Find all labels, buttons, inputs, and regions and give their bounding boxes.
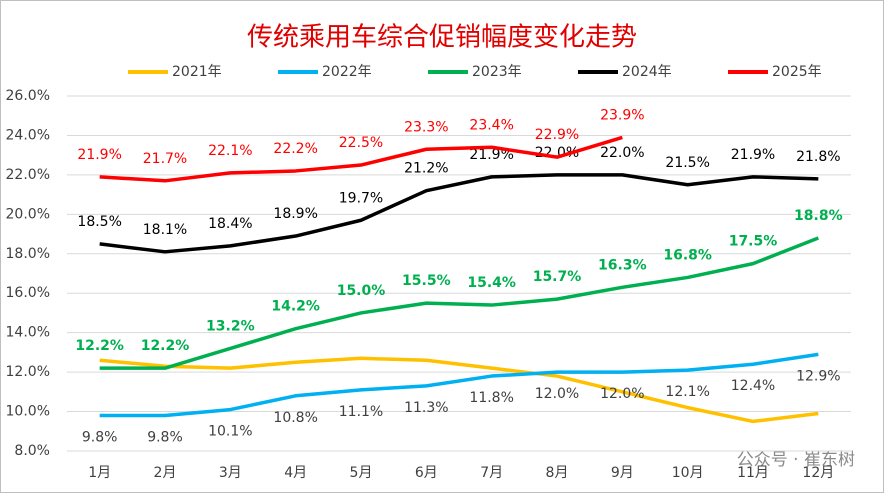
y-tick-label: 26.0% xyxy=(6,88,50,104)
chart-title: 传统乘用车综合促销幅度变化走势 xyxy=(247,23,637,53)
data-label: 12.0% xyxy=(535,386,579,402)
series-line xyxy=(99,173,819,254)
data-label: 18.9% xyxy=(273,206,317,222)
x-tick-label: 12月 xyxy=(802,465,834,481)
data-label: 12.9% xyxy=(796,368,840,384)
data-label: 10.8% xyxy=(273,410,317,426)
x-tick-label: 11月 xyxy=(737,465,769,481)
data-label: 18.1% xyxy=(143,222,187,238)
data-label: 22.5% xyxy=(339,135,383,151)
data-label: 19.7% xyxy=(339,190,383,206)
data-label: 15.7% xyxy=(533,269,582,285)
legend-label: 2024年 xyxy=(622,64,672,80)
data-label: 23.3% xyxy=(404,119,448,135)
x-tick-label: 1月 xyxy=(88,465,111,481)
data-label: 22.9% xyxy=(535,127,579,143)
series-line xyxy=(99,135,623,183)
legend-label: 2021年 xyxy=(172,64,222,80)
data-label: 9.8% xyxy=(147,430,183,446)
data-label: 12.2% xyxy=(141,338,190,354)
data-label: 15.0% xyxy=(337,283,386,299)
watermark: 公众号 · 崔东树 xyxy=(737,450,855,470)
legend-label: 2025年 xyxy=(772,64,822,80)
y-tick-label: 8.0% xyxy=(14,443,50,459)
data-label: 11.8% xyxy=(469,390,513,406)
data-label: 15.4% xyxy=(467,275,516,291)
x-tick-label: 8月 xyxy=(546,465,569,481)
x-tick-label: 9月 xyxy=(611,465,634,481)
data-label: 17.5% xyxy=(729,234,778,250)
x-tick-label: 6月 xyxy=(415,465,438,481)
data-label: 22.0% xyxy=(600,145,644,161)
x-tick-label: 2月 xyxy=(154,465,177,481)
data-label: 22.2% xyxy=(273,141,317,157)
x-tick-label: 5月 xyxy=(350,465,373,481)
data-label: 11.3% xyxy=(404,400,448,416)
data-label: 18.5% xyxy=(77,214,121,230)
series-line xyxy=(99,236,819,370)
data-label: 21.5% xyxy=(665,155,709,171)
y-tick-label: 14.0% xyxy=(6,325,50,341)
y-tick-label: 20.0% xyxy=(6,206,50,222)
y-tick-label: 16.0% xyxy=(6,285,50,301)
data-label: 11.1% xyxy=(339,404,383,420)
data-label: 23.9% xyxy=(600,107,644,123)
y-tick-label: 22.0% xyxy=(6,167,50,183)
data-label: 21.7% xyxy=(143,151,187,167)
data-label: 22.1% xyxy=(208,143,252,159)
series-line xyxy=(99,352,819,418)
x-tick-label: 3月 xyxy=(219,465,242,481)
data-label: 21.9% xyxy=(731,147,775,163)
legend-label: 2023年 xyxy=(472,64,522,80)
data-label: 18.4% xyxy=(208,216,252,232)
data-label: 18.8% xyxy=(794,208,843,224)
x-tick-label: 10月 xyxy=(672,465,704,481)
data-label: 21.9% xyxy=(77,147,121,163)
data-label: 21.2% xyxy=(404,161,448,177)
data-label: 14.2% xyxy=(271,299,320,315)
y-tick-label: 10.0% xyxy=(6,404,50,420)
data-label: 12.4% xyxy=(731,378,775,394)
data-label: 21.8% xyxy=(796,149,840,165)
data-label: 13.2% xyxy=(206,318,255,334)
data-label: 16.3% xyxy=(598,257,647,273)
x-tick-label: 4月 xyxy=(284,465,307,481)
legend-label: 2022年 xyxy=(322,64,372,80)
series-line xyxy=(99,356,819,424)
data-label: 12.0% xyxy=(600,386,644,402)
data-label: 10.1% xyxy=(208,424,252,440)
x-tick-label: 7月 xyxy=(480,465,503,481)
data-label: 12.1% xyxy=(665,384,709,400)
data-label: 12.2% xyxy=(75,338,124,354)
y-tick-label: 24.0% xyxy=(6,127,50,143)
data-label: 15.5% xyxy=(402,273,451,289)
data-label: 16.8% xyxy=(663,247,712,263)
data-label: 9.8% xyxy=(82,430,118,446)
y-tick-label: 18.0% xyxy=(6,246,50,262)
data-label: 21.9% xyxy=(469,147,513,163)
data-label: 23.4% xyxy=(469,117,513,133)
y-tick-label: 12.0% xyxy=(6,364,50,380)
